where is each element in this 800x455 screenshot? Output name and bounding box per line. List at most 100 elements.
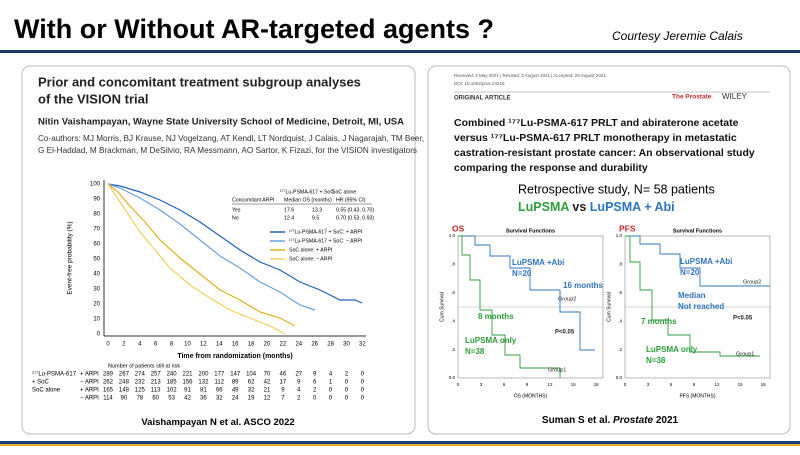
risk-count: 49 — [232, 388, 239, 394]
risk-count: 21 — [264, 388, 271, 394]
y-tick-label: 1.0 — [616, 233, 623, 238]
y-tick-label: 0.0 — [449, 375, 456, 380]
risk-count: 7 — [281, 396, 285, 402]
y-tick-label: .4 — [451, 318, 455, 323]
km-plot: Event-free probability (%) Time from ran… — [67, 180, 366, 360]
left-panel — [21, 65, 416, 435]
risk-count: 113 — [151, 388, 161, 394]
curve — [458, 235, 595, 351]
risk-count: 0 — [329, 396, 333, 402]
risk-count: 0 — [329, 388, 333, 394]
annotation: Median — [678, 291, 706, 300]
title-line: Combined ¹⁷⁷Lu-PSMA-617 PRLT and abirate… — [454, 117, 739, 129]
risk-count: 90 — [121, 396, 128, 402]
risk-group: SoC alone — [32, 388, 61, 394]
risk-count: 9 — [313, 372, 317, 378]
y-tick-label: 80 — [93, 212, 100, 218]
legend-label: ¹⁷⁷Lu-PSMA-617 + SoC: + ARPI — [289, 229, 362, 235]
risk-count: 0 — [345, 388, 349, 394]
annotation: P<0.05 — [555, 330, 575, 336]
risk-count: 89 — [232, 380, 239, 386]
risk-count: 132 — [198, 380, 209, 386]
risk-count: 0 — [313, 396, 317, 402]
cell: Median OS (months) — [284, 197, 332, 203]
x-tick-label: 15 — [738, 382, 744, 387]
risk-count: 32 — [216, 396, 223, 402]
x-tick-label: 0 — [457, 382, 460, 387]
risk-group: + SoC — [32, 380, 50, 386]
risk-count: 12 — [264, 396, 271, 402]
cell: HR (95% CI) — [336, 197, 366, 203]
annotation: LuPSMA only — [465, 336, 517, 345]
risk-count: 0 — [361, 380, 365, 386]
x-tick-label: 6 — [670, 382, 673, 387]
risk-count: 78 — [136, 396, 143, 402]
title-line: versus ¹⁷⁷Lu-PSMA-617 PRLT monotherapy i… — [454, 132, 737, 144]
x-tick-label: 12 — [715, 382, 721, 387]
risk-count: 221 — [182, 372, 193, 378]
curve — [625, 235, 770, 287]
y-tick-label: 0.0 — [616, 375, 623, 380]
arm1: LuPSMA — [518, 200, 569, 214]
curve — [458, 235, 561, 378]
x-tick-label: 6 — [154, 342, 158, 348]
risk-count: 125 — [135, 388, 146, 394]
risk-group: ¹⁷⁷Lu-PSMA-617 — [32, 371, 77, 378]
annotation: N=20 — [680, 268, 700, 277]
risk-count: 4 — [297, 388, 301, 394]
x-tick-label: 3 — [647, 382, 650, 387]
meta: Received: 3 May 2021 | Revised: 3 August… — [454, 73, 606, 78]
y-tick-label: .8 — [451, 262, 455, 267]
y-tick-label: 40 — [93, 272, 100, 278]
citation: Suman S et al. Prostate 2021 — [542, 415, 679, 426]
x-tick-label: 9 — [526, 382, 529, 387]
risk-arm: + ARPI — [80, 372, 99, 378]
y-tick-label: .6 — [451, 290, 455, 295]
cite: Prostate — [613, 415, 653, 426]
x-tick-label: 20 — [264, 342, 271, 348]
article-title: Combined ¹⁷⁷Lu-PSMA-617 PRLT and abirate… — [454, 117, 755, 174]
header-rule — [0, 50, 800, 53]
cite: 2021 — [656, 415, 679, 426]
cell: 12.4 — [284, 215, 294, 221]
risk-count: 24 — [232, 396, 239, 402]
risk-count: 27 — [295, 372, 302, 378]
y-tick-label: 30 — [93, 287, 100, 293]
risk-count: 53 — [168, 396, 175, 402]
curve — [107, 183, 316, 311]
y-tick-label: 20 — [93, 302, 100, 308]
author: Nitin Vaishampayan, Wayne State Universi… — [38, 117, 404, 128]
courtesy: Courtesy Jeremie Calais — [612, 29, 743, 43]
x-axis-label: PFS (MONTHS) — [679, 393, 715, 399]
x-tick-label: 10 — [184, 342, 191, 348]
risk-count: 42 — [264, 380, 271, 386]
left-title: of the VISION trial — [38, 91, 149, 106]
risk-count: 42 — [184, 396, 191, 402]
risk-count: 0 — [361, 396, 365, 402]
annotation: Group2 — [558, 296, 576, 302]
annotation: Group1 — [548, 367, 566, 373]
cell: 0.55 (0.43, 0.70) — [336, 207, 374, 213]
y-tick-label: .2 — [618, 347, 622, 352]
y-tick-label: 10 — [93, 317, 100, 323]
arm2: LuPSMA + Abi — [590, 200, 675, 214]
section: ORIGINAL ARTICLE — [454, 96, 511, 102]
risk-count: 232 — [135, 380, 146, 386]
risk-title: Number of patients still at risk — [108, 363, 180, 369]
cell: ¹⁷⁷Lu-PSMA-617 + SoC — [280, 189, 334, 195]
cell: Yes — [232, 207, 241, 213]
risk-count: 248 — [119, 380, 130, 386]
pfs-plot: PFS Survival Functions Cum Survival PFS (MO… — [606, 223, 771, 399]
x-tick-label: 8 — [170, 342, 174, 348]
cell: 17.6 — [284, 207, 294, 213]
curve — [107, 183, 296, 327]
cell: 9.5 — [312, 215, 319, 221]
x-tick-label: 2 — [122, 342, 126, 348]
annotation: LuPSMA only — [646, 345, 698, 354]
title-line: comparing the response and durability — [454, 162, 648, 174]
coauthors: G El-Haddad, M Brackman, M DeSilvio, RA … — [38, 146, 417, 155]
inset-table: ¹⁷⁷Lu-PSMA-617 + SoC SoC alone Concomita… — [232, 189, 374, 221]
risk-count: 1 — [329, 380, 333, 386]
risk-count: 46 — [280, 372, 287, 378]
